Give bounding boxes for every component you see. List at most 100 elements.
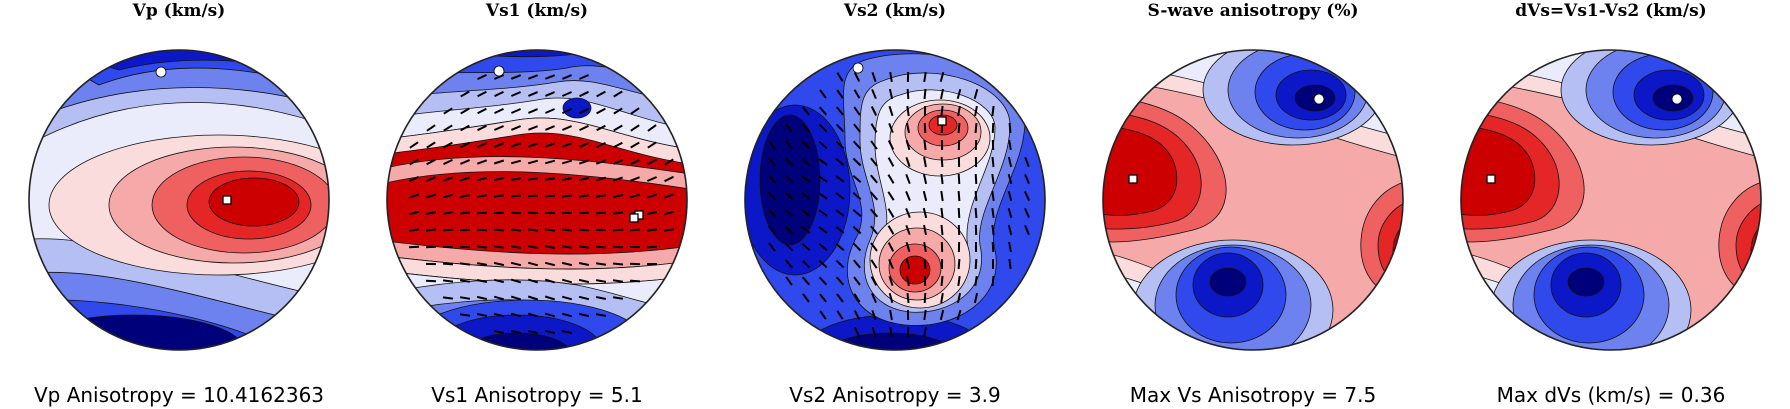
polarization-tick <box>578 194 590 198</box>
polarization-tick <box>870 106 878 116</box>
polarization-tick <box>527 177 539 181</box>
polarization-tick <box>768 208 776 218</box>
polarization-tick <box>888 259 894 269</box>
polarization-tick <box>596 141 606 149</box>
polarization-tick <box>493 228 505 232</box>
polarization-tick <box>784 208 794 218</box>
polarization-tick <box>510 142 522 148</box>
polarization-tick <box>905 224 911 236</box>
polarization-tick <box>408 245 420 249</box>
polarization-tick <box>768 242 776 252</box>
polarization-tick <box>853 276 861 286</box>
polarization-tick <box>510 177 522 181</box>
polarization-tick <box>579 142 589 148</box>
polarization-tick <box>923 156 927 168</box>
polarization-tick <box>785 276 793 286</box>
polarization-tick <box>494 107 504 115</box>
polarization-tick <box>818 106 828 116</box>
polarization-tick <box>784 225 794 235</box>
polarization-tick <box>493 159 505 165</box>
polarization-tick <box>973 88 979 100</box>
polarization-tick <box>528 108 538 114</box>
polarization-tick <box>460 159 470 165</box>
polarization-tick <box>871 71 877 83</box>
min-velocity-marker <box>852 62 864 74</box>
polarization-tick <box>957 275 961 287</box>
polarization-tick <box>906 122 910 134</box>
polarization-tick <box>835 192 845 200</box>
polarization-tick <box>801 242 811 252</box>
polarization-tick <box>613 159 623 165</box>
polarization-tick <box>460 90 470 98</box>
polarization-tick <box>578 245 590 249</box>
polarization-tick <box>595 262 607 266</box>
polarization-tick <box>956 309 962 321</box>
polarization-tick <box>612 176 624 182</box>
polarization-tick <box>818 243 828 251</box>
polarization-tick <box>647 176 657 182</box>
polarization-tick <box>835 242 845 252</box>
contour-map <box>1461 50 1761 350</box>
polarization-tick <box>426 141 436 149</box>
min-dvs-marker <box>1671 93 1683 105</box>
polarization-tick <box>459 296 471 300</box>
pole-figure-vs1: Vs1 (km/s) Vs1 Anisotropy = 5.1 <box>358 0 716 409</box>
polarization-tick <box>561 228 573 232</box>
polarization-tick <box>818 140 828 150</box>
polarization-tick <box>595 245 607 249</box>
polarization-tick <box>836 89 844 99</box>
polarization-tick <box>477 124 487 132</box>
polarization-tick <box>801 192 811 200</box>
polarization-tick <box>818 158 828 166</box>
polarization-tick <box>612 279 624 283</box>
polarization-tick <box>836 310 844 320</box>
polarization-tick <box>818 123 828 133</box>
polarization-tick <box>871 293 877 303</box>
contour-band <box>1209 267 1247 297</box>
polarization-tick <box>991 105 995 117</box>
polarization-tick <box>476 194 488 198</box>
polarization-tick <box>957 207 961 219</box>
polarization-tick <box>613 124 623 132</box>
polarization-tick <box>578 278 590 284</box>
polarization-tick <box>1007 173 1013 185</box>
polarization-tick <box>426 158 436 166</box>
polarization-tick <box>493 177 505 181</box>
polarization-tick <box>940 224 944 236</box>
polarization-tick <box>956 292 962 304</box>
polarization-tick <box>646 210 658 216</box>
polarization-tick <box>887 242 895 252</box>
polarization-tick <box>1007 207 1013 219</box>
polarization-tick <box>871 309 877 321</box>
pole-figure-dvs: dVs=Vs1-Vs2 (km/s) <box>1432 0 1790 409</box>
polarization-tick <box>425 193 437 199</box>
polarization-tick <box>527 295 539 301</box>
polarization-tick <box>923 224 927 236</box>
polarization-tick <box>906 292 910 304</box>
polarization-tick <box>888 105 894 117</box>
polarization-tick <box>527 245 539 249</box>
contour-band <box>1461 124 1536 216</box>
polarization-tick <box>785 123 793 133</box>
polarization-tick <box>818 259 828 269</box>
polarization-tick <box>527 159 539 165</box>
polarization-tick <box>443 107 453 115</box>
polarization-tick <box>477 90 487 98</box>
polarization-tick <box>974 258 978 270</box>
polarization-tick <box>544 194 556 198</box>
panel-caption: Max Vs Anisotropy = 7.5 <box>1129 383 1377 407</box>
polarization-tick <box>510 278 522 284</box>
polarization-tick <box>544 159 556 165</box>
polarization-tick <box>888 88 894 100</box>
polarization-tick <box>801 175 811 183</box>
polarization-tick <box>663 228 675 232</box>
polarization-tick <box>785 259 793 269</box>
max-dvs-marker <box>1486 174 1496 184</box>
contour-map <box>745 50 1045 350</box>
polarization-tick <box>906 275 910 287</box>
panel-title: Vs2 (km/s) <box>843 1 947 21</box>
contour-map <box>1103 50 1403 350</box>
contour-band <box>461 332 573 350</box>
polarization-tick <box>493 312 505 318</box>
polarization-tick <box>835 259 845 269</box>
